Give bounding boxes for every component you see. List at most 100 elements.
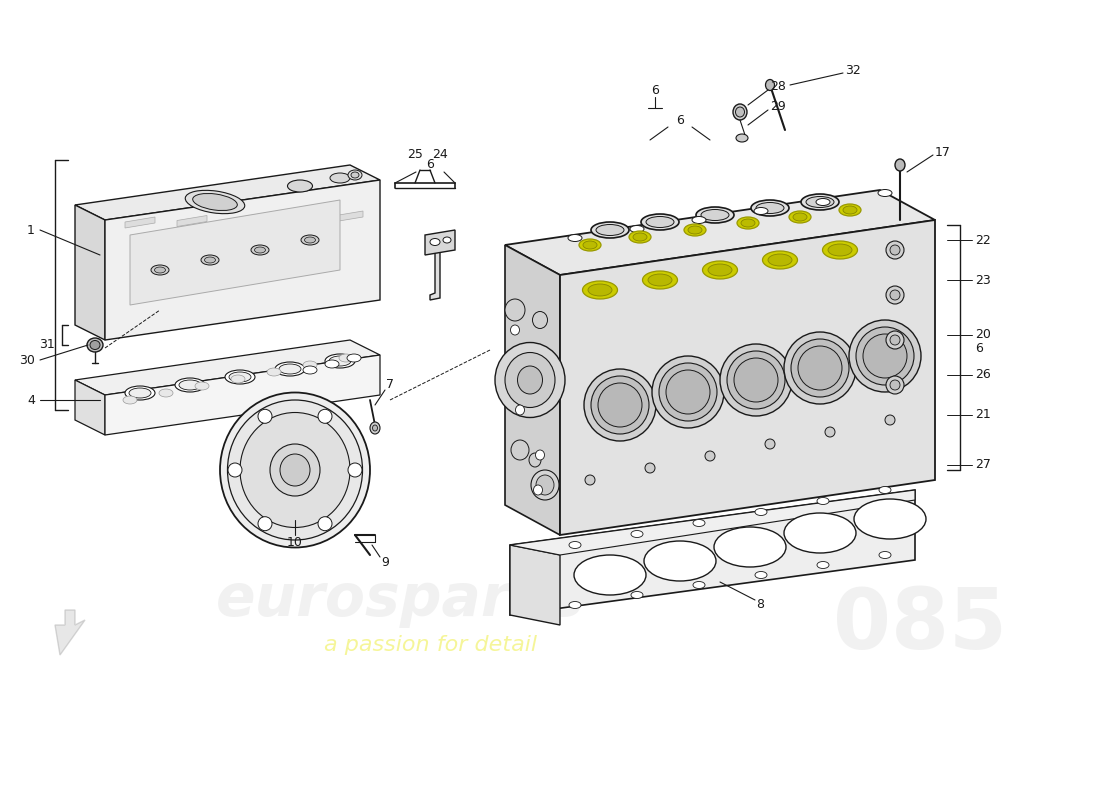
Polygon shape <box>75 340 380 395</box>
Ellipse shape <box>324 360 339 368</box>
Ellipse shape <box>287 180 312 192</box>
Ellipse shape <box>879 486 891 494</box>
Ellipse shape <box>641 214 679 230</box>
Ellipse shape <box>631 591 644 598</box>
Ellipse shape <box>267 368 280 376</box>
Ellipse shape <box>631 530 644 538</box>
Ellipse shape <box>351 172 359 178</box>
Ellipse shape <box>798 346 842 390</box>
Ellipse shape <box>659 363 717 421</box>
Ellipse shape <box>736 107 745 117</box>
Ellipse shape <box>890 245 900 255</box>
Ellipse shape <box>652 356 724 428</box>
Text: 7: 7 <box>386 378 394 391</box>
Polygon shape <box>75 380 104 435</box>
Ellipse shape <box>569 542 581 549</box>
Ellipse shape <box>536 450 544 460</box>
Polygon shape <box>229 214 258 225</box>
Ellipse shape <box>87 338 103 352</box>
Ellipse shape <box>693 582 705 589</box>
Ellipse shape <box>791 339 849 397</box>
Ellipse shape <box>714 527 786 567</box>
Polygon shape <box>505 190 935 275</box>
Polygon shape <box>75 205 104 340</box>
Ellipse shape <box>632 233 647 241</box>
Ellipse shape <box>598 383 642 427</box>
Ellipse shape <box>688 226 702 234</box>
Ellipse shape <box>705 451 715 461</box>
Ellipse shape <box>886 415 895 425</box>
Text: 4: 4 <box>28 394 35 406</box>
Ellipse shape <box>251 245 270 255</box>
Ellipse shape <box>696 207 734 223</box>
Polygon shape <box>510 490 915 615</box>
Ellipse shape <box>588 284 612 296</box>
Ellipse shape <box>806 197 834 207</box>
Ellipse shape <box>229 372 251 382</box>
Polygon shape <box>130 200 340 305</box>
Ellipse shape <box>505 299 525 321</box>
Ellipse shape <box>430 238 440 246</box>
Text: 21: 21 <box>975 409 991 422</box>
Ellipse shape <box>205 257 216 263</box>
Ellipse shape <box>179 380 201 390</box>
Ellipse shape <box>516 405 525 415</box>
Ellipse shape <box>583 241 597 249</box>
Ellipse shape <box>270 444 320 496</box>
Ellipse shape <box>254 247 265 253</box>
Ellipse shape <box>701 210 729 221</box>
Polygon shape <box>510 490 915 555</box>
Text: 9: 9 <box>381 557 389 570</box>
Ellipse shape <box>801 194 839 210</box>
Text: eurospares: eurospares <box>216 571 584 629</box>
Polygon shape <box>125 217 155 228</box>
Ellipse shape <box>895 159 905 171</box>
Ellipse shape <box>843 206 857 214</box>
Ellipse shape <box>574 555 646 595</box>
Ellipse shape <box>175 378 205 392</box>
Ellipse shape <box>370 422 379 434</box>
Ellipse shape <box>129 388 151 398</box>
Ellipse shape <box>648 274 672 286</box>
Ellipse shape <box>125 386 155 400</box>
Ellipse shape <box>324 354 355 368</box>
Ellipse shape <box>583 281 617 299</box>
Text: 23: 23 <box>975 274 991 286</box>
Ellipse shape <box>703 261 737 279</box>
Ellipse shape <box>318 517 332 530</box>
Ellipse shape <box>220 393 370 547</box>
Ellipse shape <box>305 237 316 243</box>
Ellipse shape <box>195 382 209 390</box>
Ellipse shape <box>512 440 529 460</box>
Text: 30: 30 <box>19 354 35 366</box>
Ellipse shape <box>784 332 856 404</box>
Ellipse shape <box>279 364 301 374</box>
Ellipse shape <box>591 222 629 238</box>
Ellipse shape <box>823 241 858 259</box>
Ellipse shape <box>630 226 644 233</box>
Ellipse shape <box>784 513 856 553</box>
Polygon shape <box>280 213 311 223</box>
Text: 31: 31 <box>40 338 55 351</box>
Ellipse shape <box>890 335 900 345</box>
Text: 6: 6 <box>426 158 433 171</box>
Ellipse shape <box>495 342 565 418</box>
Ellipse shape <box>825 427 835 437</box>
Ellipse shape <box>228 400 363 540</box>
Polygon shape <box>55 610 85 655</box>
Ellipse shape <box>443 237 451 243</box>
Text: 32: 32 <box>845 63 860 77</box>
Ellipse shape <box>579 239 601 251</box>
Text: 28: 28 <box>770 81 785 94</box>
Ellipse shape <box>789 211 811 223</box>
Ellipse shape <box>817 498 829 505</box>
Ellipse shape <box>886 241 904 259</box>
Ellipse shape <box>886 286 904 304</box>
Ellipse shape <box>751 200 789 216</box>
Ellipse shape <box>733 104 747 120</box>
Ellipse shape <box>666 370 710 414</box>
Text: 085: 085 <box>833 585 1007 666</box>
Text: 29: 29 <box>770 101 785 114</box>
Ellipse shape <box>373 425 377 431</box>
Ellipse shape <box>720 344 792 416</box>
